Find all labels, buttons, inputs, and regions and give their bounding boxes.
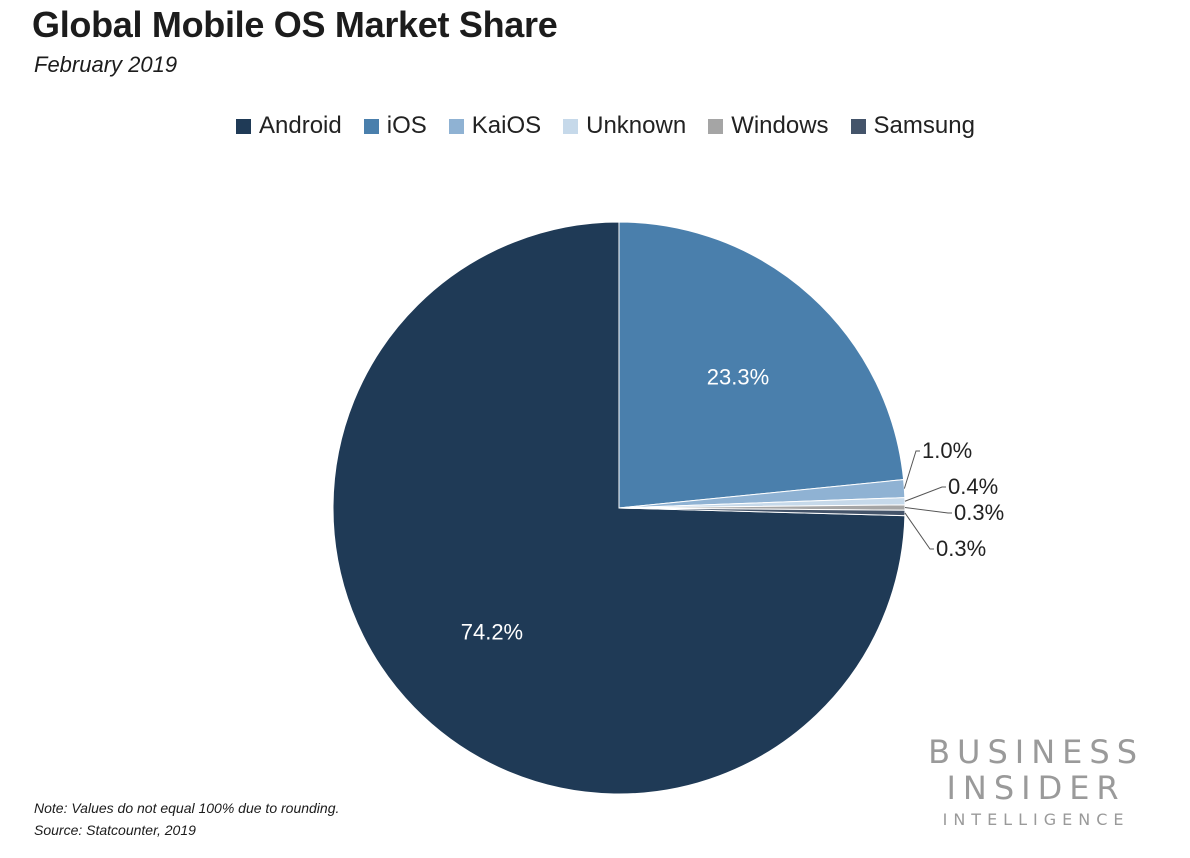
slice-label-unknown: 0.4% [948,474,998,499]
legend-label: iOS [386,112,427,139]
slice-labels: 74.2%23.3%1.0%0.4%0.3%0.3% [461,365,1004,645]
pie-slices [332,221,906,795]
legend-item-ios: iOS [363,112,427,140]
slice-label-windows: 0.3% [954,500,1004,525]
legend-swatch [708,118,724,134]
leader-line-kaios [903,450,920,489]
legend-label: Samsung [873,112,975,139]
brand-line-insider: INSIDER [946,769,1126,807]
legend-item-unknown: Unknown [563,112,686,140]
brand-line-business: BUSINESS [928,733,1144,771]
slice-label-ios: 23.3% [707,365,769,390]
legend-label: Unknown [586,112,687,139]
legend-item-kaios: KaiOS [448,112,542,140]
pie-slice-ios [618,221,905,509]
legend-swatch [850,118,866,134]
leader-lines [903,450,952,550]
leader-line-samsung [904,512,934,550]
brand-logo: BUSINESS INSIDER INTELLIGENCE [928,734,1144,829]
chart-title: Global Mobile OS Market Share [32,4,558,45]
legend-item-android: Android [236,112,342,140]
brand-line-intelligence: INTELLIGENCE [942,810,1130,829]
legend-swatch [448,118,464,134]
legend-swatch [236,118,251,134]
legend-item-samsung: Samsung [850,112,975,140]
legend-label: Android [259,112,342,139]
legend-swatch [363,118,379,134]
legend-swatch [563,118,579,134]
legend-label: KaiOS [471,112,542,139]
legend-item-windows: Windows [708,112,829,140]
leader-line-windows [904,507,952,514]
slice-label-android: 74.2% [461,620,523,645]
slice-label-samsung: 0.3% [936,536,986,561]
chart-legend: Android iOS KaiOS Unknown Windows Samsung [236,112,997,140]
legend-label: Windows [731,112,829,139]
chart-note: Note: Values do not equal 100% due to ro… [34,800,340,816]
chart-source: Source: Statcounter, 2019 [34,822,196,838]
leader-line-unknown [904,486,946,502]
slice-label-kaios: 1.0% [922,438,972,463]
chart-subtitle: February 2019 [34,52,178,77]
